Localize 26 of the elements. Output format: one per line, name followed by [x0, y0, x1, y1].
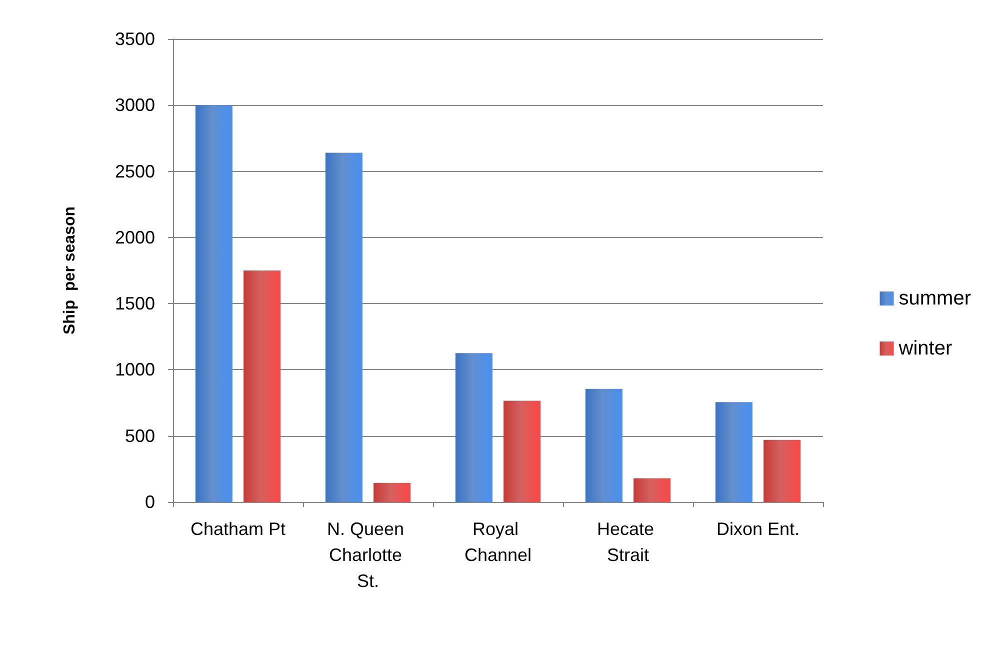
bar — [455, 353, 492, 502]
x-tick-label: N. Queen Charlotte St. — [326, 519, 410, 591]
y-tick-label: 1000 — [114, 360, 155, 380]
bar — [504, 400, 541, 502]
y-axis-title: Ship per season — [62, 206, 78, 335]
x-tick-label: Hecate Strait — [596, 519, 660, 565]
y-tick-label: 1500 — [114, 294, 155, 314]
y-tick-label: 2500 — [114, 161, 155, 182]
y-tick-label: 3000 — [114, 95, 155, 116]
bar — [325, 152, 362, 502]
bar — [715, 402, 752, 502]
bar — [764, 440, 801, 502]
x-tick-label: Royal Channel — [464, 519, 532, 565]
y-tick-label: 2000 — [114, 227, 155, 248]
bar — [634, 478, 671, 502]
legend-label: summer — [898, 288, 972, 310]
y-tick-label: 0 — [144, 492, 155, 512]
bar — [244, 270, 281, 502]
bar — [585, 388, 622, 502]
bar — [195, 105, 232, 502]
x-tick-label: Chatham Pt — [190, 519, 286, 539]
legend-label: winter — [898, 338, 952, 360]
y-tick-label: 500 — [124, 426, 155, 446]
y-tick-label: 3500 — [114, 29, 155, 49]
x-tick-label: Dixon Ent. — [716, 519, 800, 539]
bar — [374, 482, 411, 502]
